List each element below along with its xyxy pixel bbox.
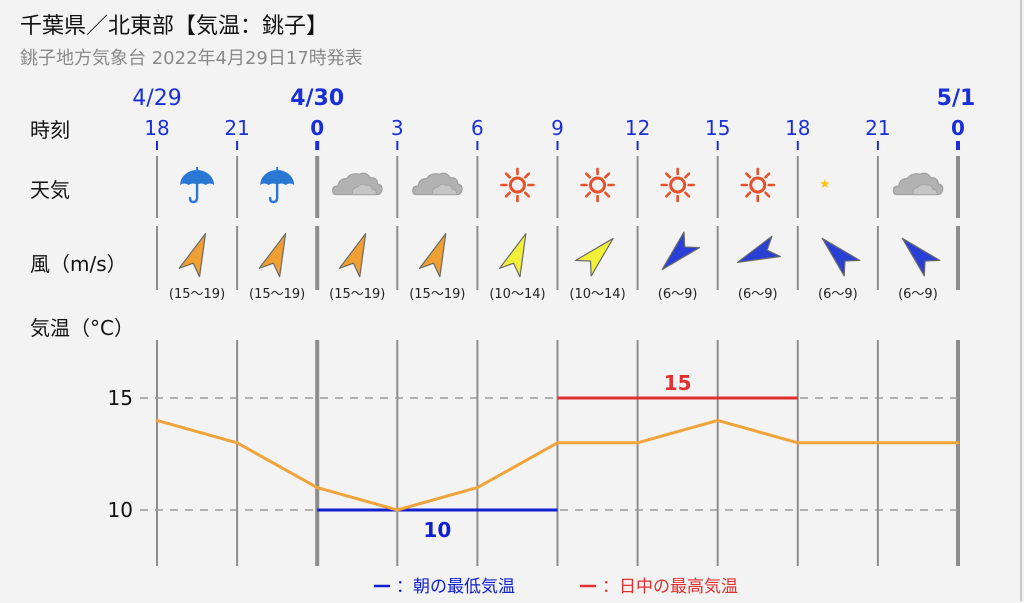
y-tick-label: 15 bbox=[108, 386, 133, 410]
date-label: 4/29 bbox=[132, 86, 181, 111]
temperature-point bbox=[475, 486, 479, 490]
sun-icon bbox=[660, 167, 696, 203]
wind-speed-label: (6〜9) bbox=[658, 287, 698, 302]
temperature-point bbox=[796, 441, 800, 445]
date-label: 5/1 bbox=[937, 86, 976, 111]
max-temp-label: 15 bbox=[664, 371, 692, 395]
row-label-time: 時刻 bbox=[30, 118, 70, 142]
hour-label: 18 bbox=[785, 116, 810, 140]
temperature-point bbox=[235, 441, 239, 445]
wind-arrow-icon bbox=[338, 233, 367, 278]
hour-label: 9 bbox=[551, 116, 564, 140]
hour-label: 0 bbox=[310, 116, 324, 140]
temperature-point bbox=[876, 441, 880, 445]
wind-arrow-icon bbox=[901, 237, 941, 277]
wind-speed-label: (6〜9) bbox=[818, 287, 858, 302]
wind-arrow-icon bbox=[736, 235, 782, 264]
hour-label: 21 bbox=[224, 116, 249, 140]
moon-clear-icon bbox=[820, 171, 854, 199]
sun-icon bbox=[740, 167, 776, 203]
wind-arrow-icon bbox=[418, 233, 447, 278]
temperature-point bbox=[155, 418, 159, 422]
wind-speed-label: (15〜19) bbox=[249, 287, 305, 302]
legend-min-label: ：朝の最低気温 bbox=[396, 577, 515, 597]
temperature-point bbox=[556, 441, 559, 445]
hour-label: 12 bbox=[625, 116, 650, 140]
hour-label: 18 bbox=[144, 116, 169, 140]
page-title: 千葉県／北東部【気温：銚子】 bbox=[20, 14, 329, 39]
min-temp-label: 10 bbox=[423, 518, 451, 542]
temperature-point bbox=[636, 441, 640, 445]
hour-label: 15 bbox=[705, 116, 730, 140]
wind-speed-label: (15〜19) bbox=[329, 287, 385, 302]
hour-label: 3 bbox=[391, 116, 404, 140]
row-label-temp: 気温（°C） bbox=[30, 316, 134, 340]
page-subtitle: 銚子地方気象台 2022年4月29日17時発表 bbox=[20, 48, 363, 69]
y-tick-label: 10 bbox=[108, 498, 133, 522]
wind-speed-label: (6〜9) bbox=[898, 287, 938, 302]
sun-icon bbox=[499, 167, 535, 203]
wind-speed-label: (10〜14) bbox=[489, 287, 545, 302]
cloud-icon bbox=[892, 172, 944, 196]
temperature-point bbox=[716, 418, 720, 422]
wind-arrow-icon bbox=[821, 237, 861, 277]
hour-label: 0 bbox=[951, 116, 965, 140]
cloud-icon bbox=[412, 172, 463, 196]
rain-umbrella-icon bbox=[178, 165, 216, 204]
temperature-point bbox=[315, 486, 319, 490]
wind-arrow-icon bbox=[258, 233, 287, 278]
wind-arrow-icon bbox=[661, 231, 701, 271]
legend-max-label: ：日中の最高気温 bbox=[602, 577, 738, 597]
hour-label: 6 bbox=[471, 116, 484, 140]
wind-speed-label: (15〜19) bbox=[409, 287, 465, 302]
hour-label: 21 bbox=[865, 116, 890, 140]
date-label: 4/30 bbox=[290, 86, 344, 111]
wind-speed-label: (6〜9) bbox=[738, 287, 778, 302]
rain-umbrella-icon bbox=[258, 165, 296, 204]
sun-icon bbox=[580, 167, 616, 203]
row-label-wind: 風（m/s） bbox=[30, 252, 127, 276]
row-label-weather: 天気 bbox=[30, 178, 70, 202]
wind-speed-label: (15〜19) bbox=[169, 287, 225, 302]
cloud-icon bbox=[332, 172, 383, 196]
wind-arrow-icon bbox=[575, 237, 614, 277]
wind-speed-label: (10〜14) bbox=[569, 287, 625, 302]
temperature-point bbox=[956, 441, 960, 445]
wind-arrow-icon bbox=[499, 233, 527, 278]
wind-arrow-icon bbox=[178, 233, 207, 278]
temperature-point bbox=[395, 508, 399, 512]
